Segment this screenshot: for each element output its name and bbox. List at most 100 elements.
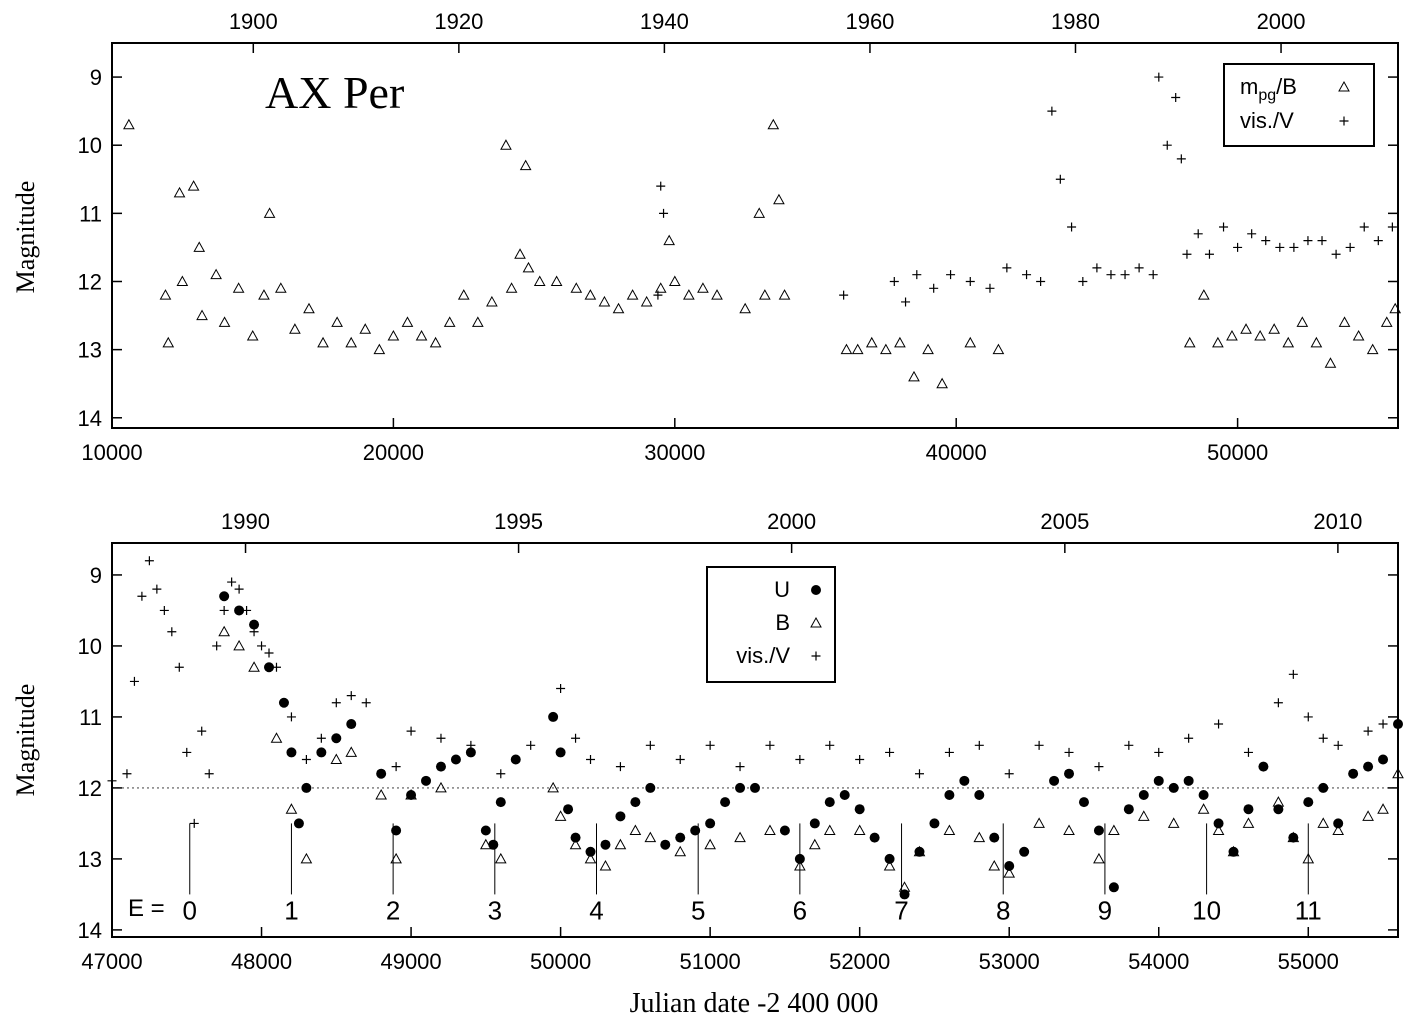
data-point-circle — [585, 846, 596, 857]
data-point-plus — [1182, 249, 1192, 259]
data-point-triangle — [471, 316, 484, 327]
data-point-plus — [889, 276, 899, 286]
x-tick-label: 50000 — [530, 949, 591, 974]
top-tick-label: 1960 — [845, 9, 894, 34]
data-point-plus — [1002, 263, 1012, 273]
data-point-circle — [1318, 782, 1329, 793]
data-point-triangle — [1227, 845, 1240, 857]
data-point-plus — [1036, 276, 1046, 286]
data-point-circle — [465, 747, 476, 758]
data-point-plus — [182, 747, 192, 757]
data-point-triangle — [704, 838, 716, 850]
data-point-circle — [555, 747, 566, 758]
data-point-plus — [346, 691, 356, 701]
data-point-triangle — [479, 838, 492, 850]
data-point-circle — [1183, 775, 1194, 786]
top-tick-label: 1900 — [229, 9, 278, 34]
data-point-circle — [959, 775, 970, 786]
data-point-triangle — [734, 831, 746, 843]
data-point-plus — [376, 769, 386, 779]
data-point-plus — [946, 270, 956, 280]
data-point-circle — [1168, 782, 1179, 793]
x-tick-label: 50000 — [1207, 440, 1268, 465]
data-point-plus — [1317, 236, 1327, 246]
data-point-triangle — [1033, 817, 1045, 828]
data-point-triangle — [1240, 323, 1252, 334]
data-point-triangle — [1137, 810, 1150, 821]
y-tick-label: 10 — [78, 133, 102, 158]
data-point-plus — [122, 769, 132, 779]
data-point-triangle — [176, 275, 189, 286]
data-point-triangle — [330, 753, 343, 765]
data-point-plus — [1004, 769, 1014, 779]
data-point-triangle — [187, 180, 200, 191]
epoch-label: 6 — [793, 895, 807, 925]
data-point-plus — [965, 276, 975, 286]
data-point-triangle — [285, 803, 298, 814]
data-point-circle — [1273, 804, 1284, 815]
data-point-triangle — [778, 289, 791, 300]
data-point-plus — [257, 641, 267, 651]
data-point-triangle — [533, 275, 546, 286]
data-point-triangle — [345, 746, 358, 757]
data-point-circle — [510, 754, 521, 765]
data-point-triangle — [210, 268, 222, 280]
data-point-circle — [264, 662, 275, 673]
bottom-x-axis-label: Julian date -2 400 000 — [630, 988, 879, 1019]
data-point-triangle — [922, 343, 934, 355]
epoch-label: 9 — [1098, 895, 1112, 925]
data-point-triangle — [1063, 824, 1075, 836]
legend-marker-plus — [811, 651, 821, 661]
data-point-plus — [586, 755, 596, 765]
bottom-panel-marks — [107, 556, 1404, 900]
data-point-plus — [1204, 249, 1214, 259]
data-point-circle — [884, 853, 895, 864]
top-panel-ticks: 10000 20000 30000 40000 50000 9 10 11 12 13 14 1900… — [78, 9, 1398, 465]
data-point-circle — [1078, 797, 1089, 808]
data-point-triangle — [218, 625, 231, 637]
epoch-label: 4 — [589, 895, 603, 925]
data-point-triangle — [193, 241, 206, 252]
x-tick-label: 55000 — [1278, 949, 1339, 974]
data-point-circle — [219, 591, 230, 602]
data-point-triangle — [599, 859, 612, 871]
data-point-circle — [794, 853, 805, 864]
data-point-triangle — [390, 852, 402, 864]
data-point-triangle — [401, 316, 414, 327]
data-point-triangle — [375, 788, 388, 800]
legend-marker-circle — [811, 585, 821, 595]
epoch-label: 2 — [386, 895, 400, 925]
data-point-plus — [675, 755, 685, 765]
data-point-circle — [600, 839, 611, 850]
data-point-plus — [144, 556, 154, 566]
data-point-plus — [331, 698, 341, 708]
data-point-triangle — [584, 852, 597, 864]
data-point-triangle — [570, 282, 583, 293]
data-point-plus — [735, 762, 745, 772]
data-point-triangle — [300, 852, 313, 864]
data-point-plus — [1333, 740, 1343, 750]
bottom-panel-ticks: 47000 48000 49000 50000 51000 52000 53000 54000… — [78, 509, 1398, 974]
data-point-plus — [316, 733, 326, 743]
data-point-plus — [159, 605, 169, 615]
data-point-circle — [495, 797, 506, 808]
data-point-triangle — [1212, 824, 1225, 836]
data-point-plus — [914, 769, 924, 779]
data-point-plus — [1387, 222, 1397, 232]
x-tick-label: 10000 — [81, 440, 142, 465]
data-point-triangle — [547, 781, 559, 793]
epoch-label: 5 — [691, 895, 705, 925]
data-point-plus — [839, 290, 849, 300]
data-point-triangle — [626, 289, 639, 300]
data-point-plus — [197, 726, 207, 736]
data-point-triangle — [123, 118, 135, 130]
data-point-plus — [137, 591, 147, 601]
data-point-plus — [1275, 242, 1285, 252]
data-point-triangle — [1167, 817, 1180, 828]
data-point-triangle — [808, 838, 821, 850]
data-point-plus — [1092, 263, 1102, 273]
data-point-triangle — [519, 159, 532, 171]
data-point-circle — [391, 825, 402, 836]
data-point-circle — [1348, 768, 1359, 779]
